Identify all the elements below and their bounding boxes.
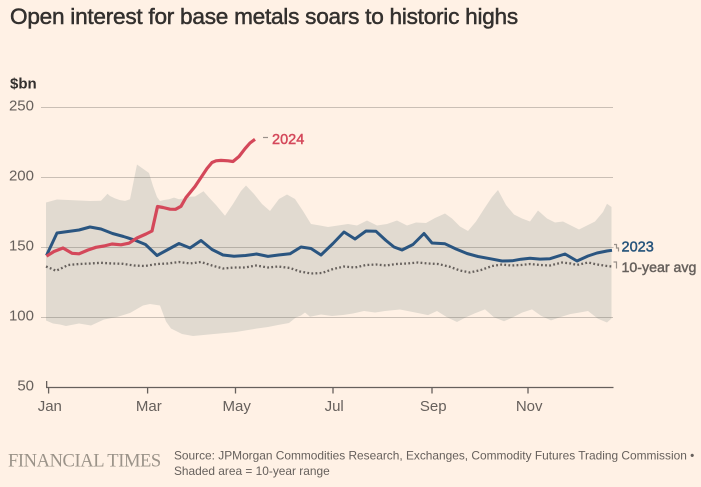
svg-text:150: 150 <box>9 238 34 255</box>
svg-text:100: 100 <box>9 308 34 325</box>
svg-text:Jan: Jan <box>38 398 62 415</box>
svg-text:Shaded area = 10-year range: Shaded area = 10-year range <box>174 464 330 478</box>
svg-text:2023: 2023 <box>622 240 654 256</box>
svg-text:200: 200 <box>9 168 34 185</box>
svg-text:2024: 2024 <box>272 132 304 148</box>
svg-text:May: May <box>223 398 252 415</box>
svg-text:$bn: $bn <box>10 76 37 93</box>
svg-text:Nov: Nov <box>516 398 543 415</box>
svg-text:10-year avg: 10-year avg <box>622 260 697 276</box>
svg-text:Mar: Mar <box>136 398 162 415</box>
svg-text:Jul: Jul <box>325 398 344 415</box>
svg-text:Source: JPMorgan Commodities R: Source: JPMorgan Commodities Research, E… <box>174 449 694 463</box>
svg-text:Sep: Sep <box>420 398 447 415</box>
svg-text:FINANCIAL TIMES: FINANCIAL TIMES <box>8 452 161 472</box>
svg-text:50: 50 <box>17 378 34 395</box>
svg-text:Open interest for base metals: Open interest for base metals soars to h… <box>10 4 518 29</box>
svg-text:250: 250 <box>9 98 34 115</box>
